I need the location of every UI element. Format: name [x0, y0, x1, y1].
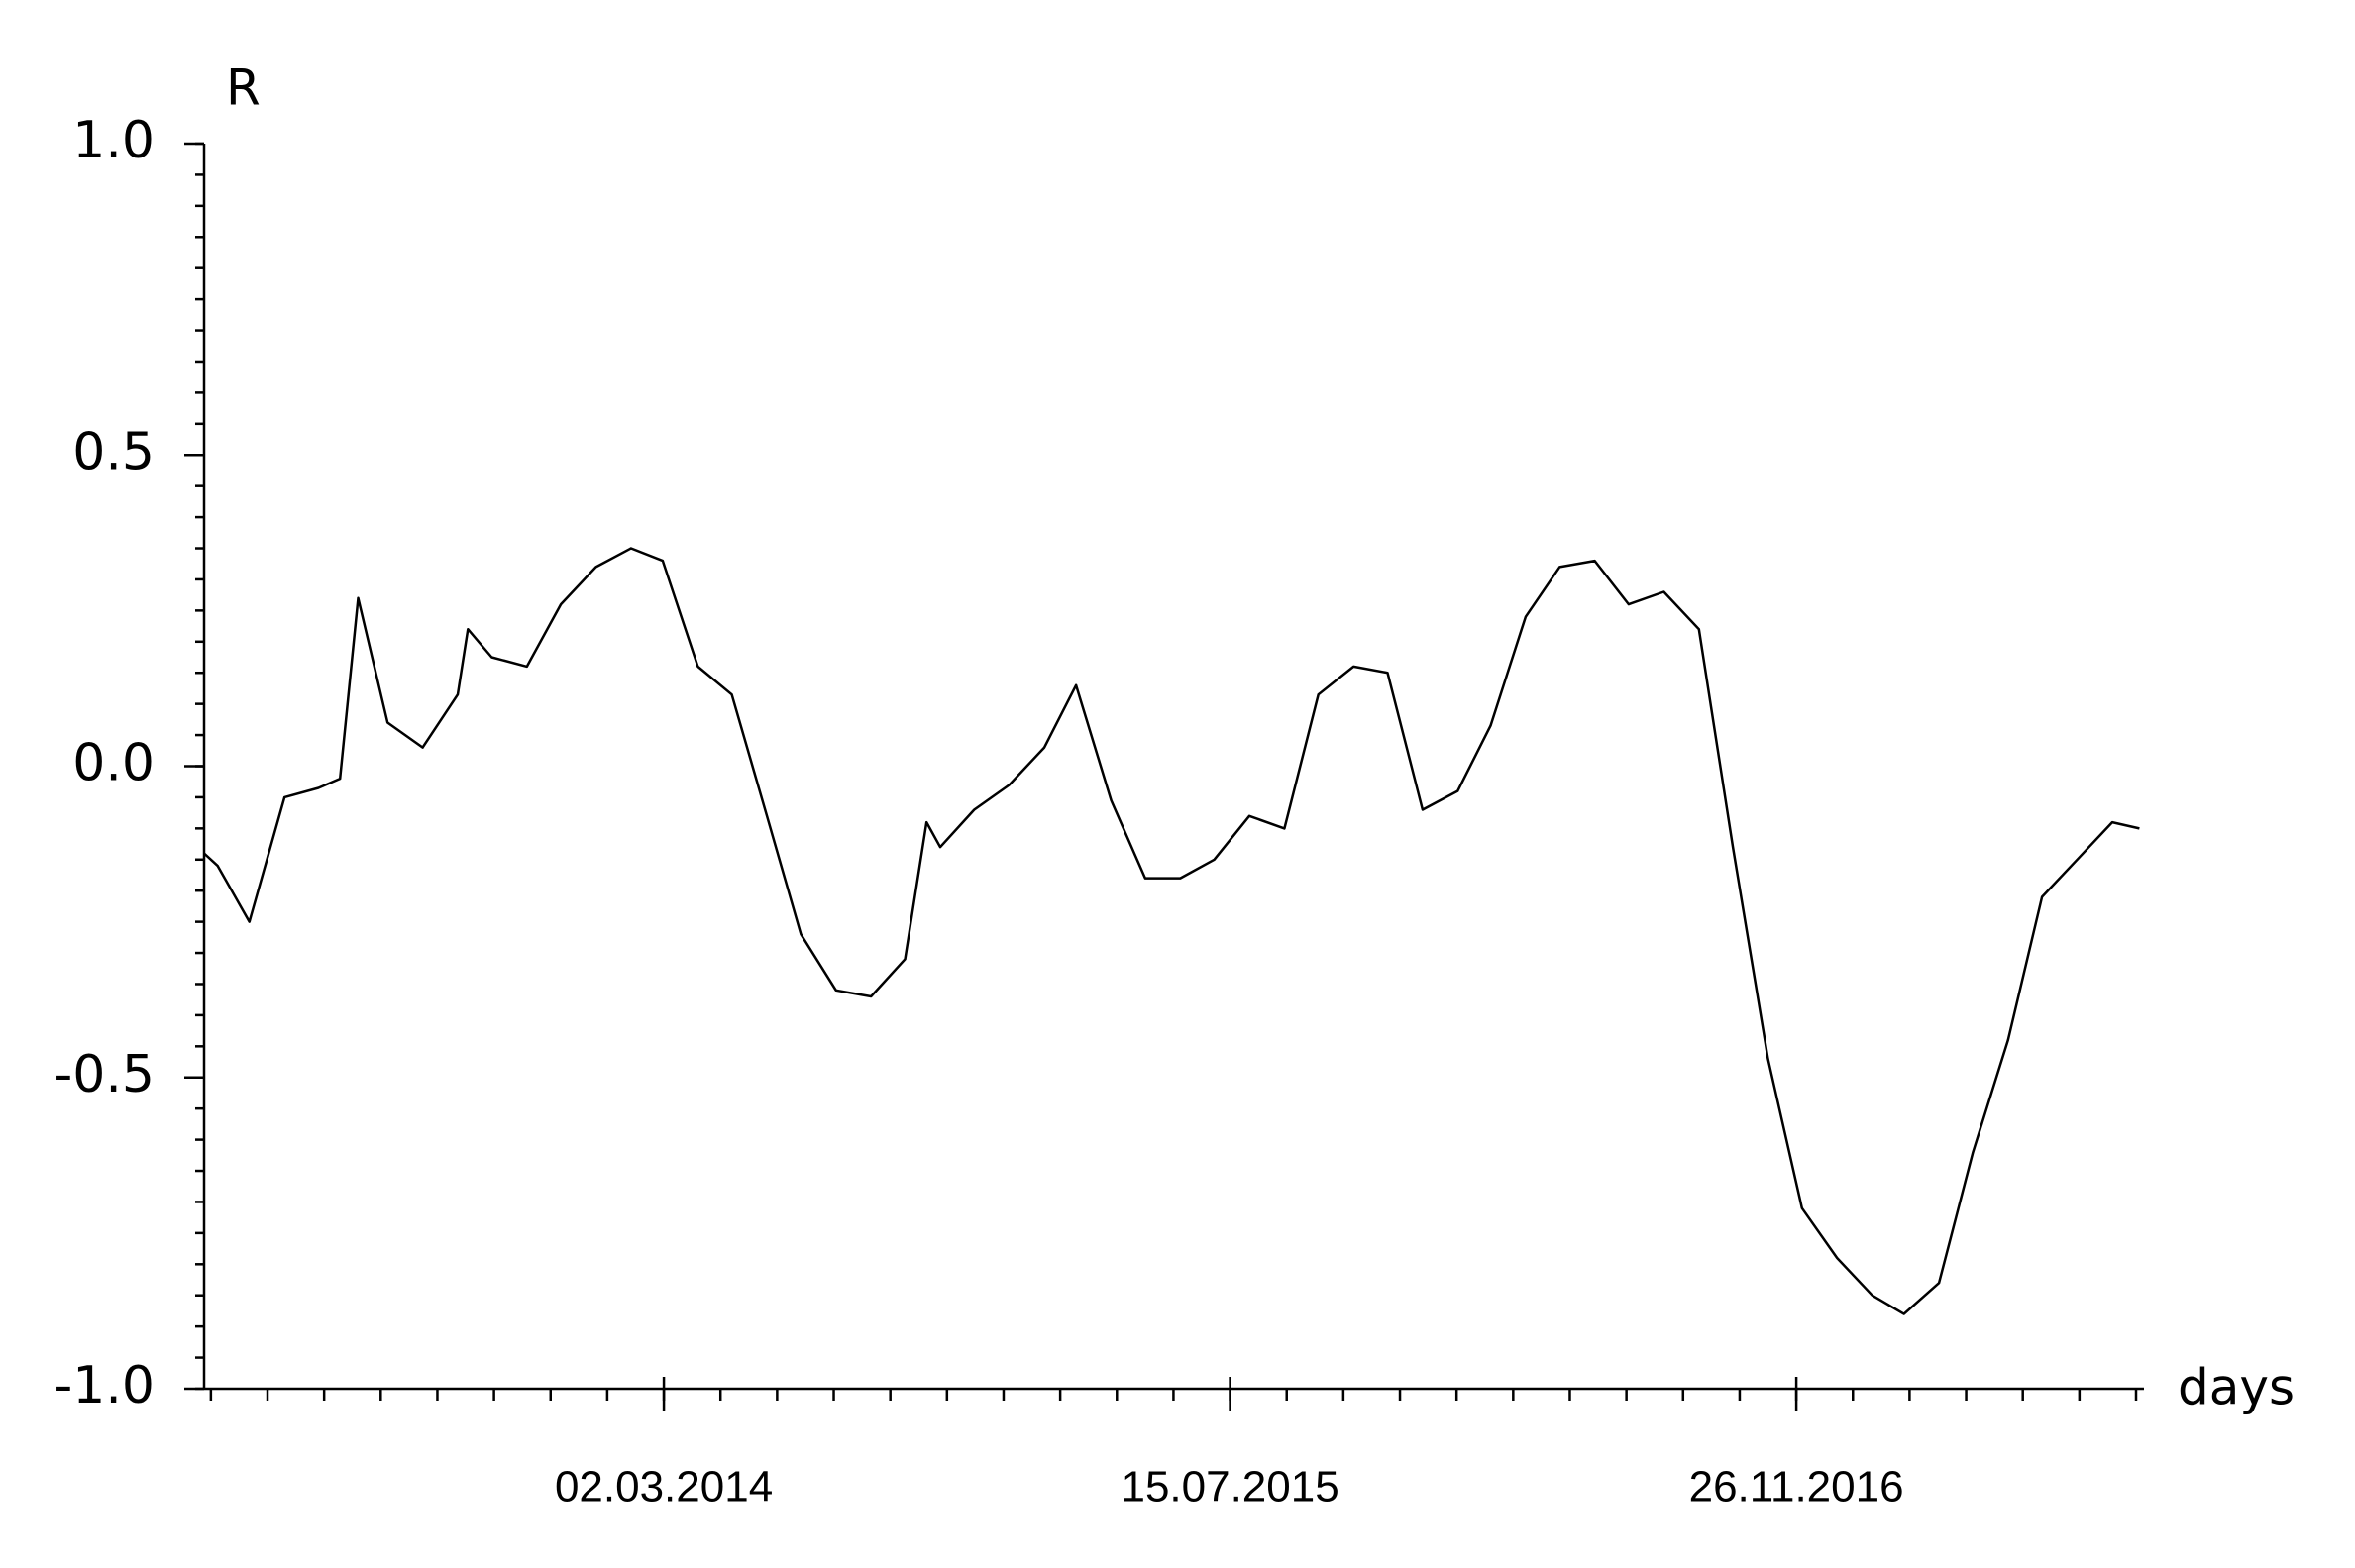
x-tick-label: 26.11.2016 [1689, 1463, 1904, 1512]
y-axis-label: R [226, 59, 261, 117]
y-tick-label: -0.5 [54, 1045, 155, 1104]
x-tick-label: 15.07.2015 [1121, 1463, 1338, 1512]
y-tick-label: 0.0 [72, 734, 155, 793]
y-tick-label: -1.0 [54, 1356, 155, 1415]
y-tick-label: 1.0 [72, 111, 155, 170]
x-axis-label: days [2178, 1359, 2295, 1416]
x-tick-label: 02.03.2014 [555, 1463, 773, 1512]
data-line [203, 547, 2140, 1315]
y-tick-label: 0.5 [72, 422, 155, 481]
